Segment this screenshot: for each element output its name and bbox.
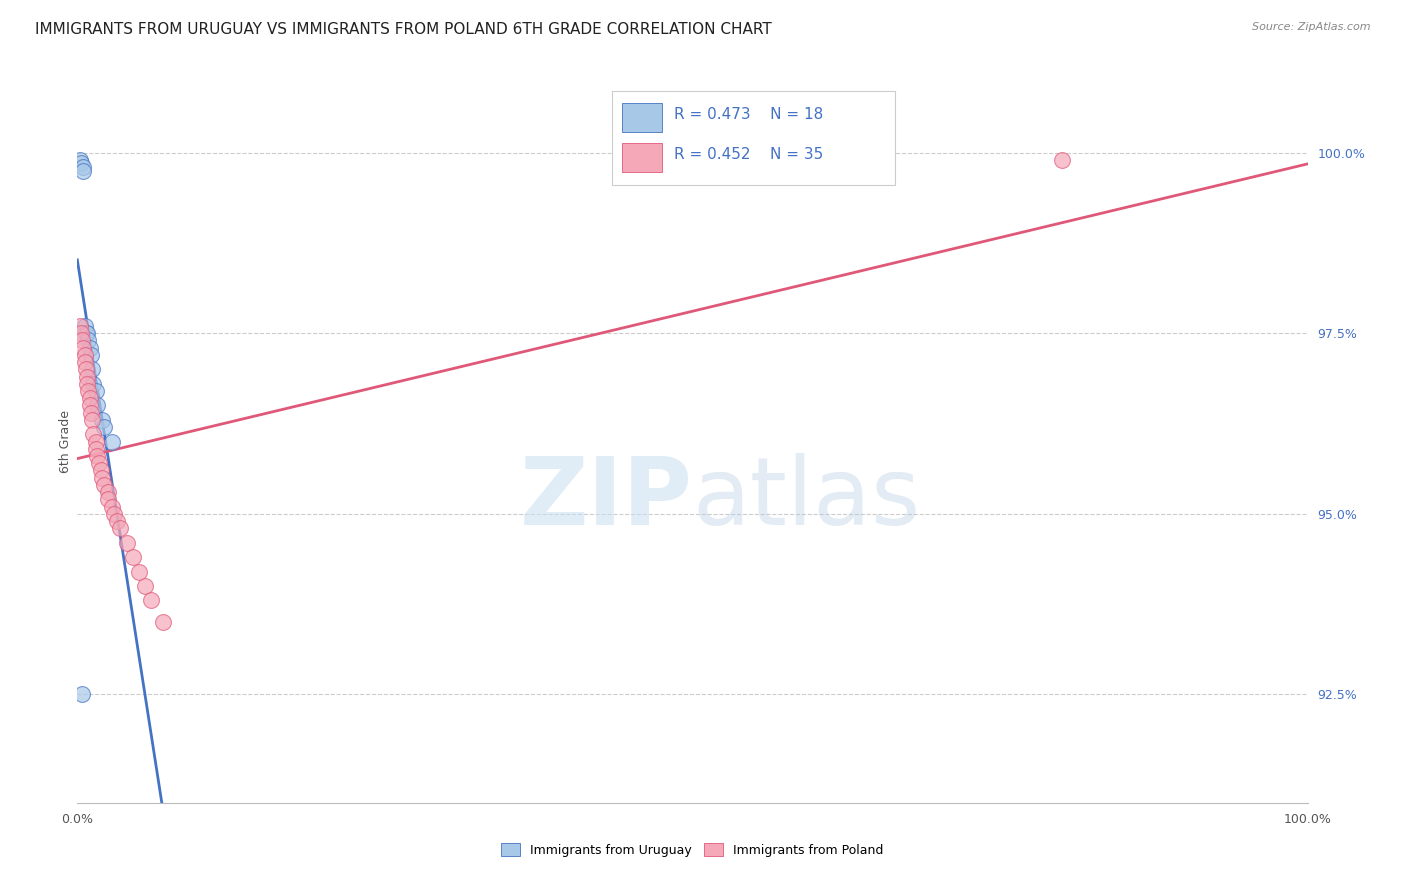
Point	[93, 478, 115, 492]
Point	[76, 326, 98, 341]
Point	[70, 156, 93, 170]
Text: R = 0.473    N = 18: R = 0.473 N = 18	[673, 107, 824, 122]
Text: R = 0.452    N = 35: R = 0.452 N = 35	[673, 147, 824, 162]
Text: ZIP: ZIP	[520, 453, 693, 545]
Point	[86, 398, 108, 412]
Legend: Immigrants from Uruguay, Immigrants from Poland: Immigrants from Uruguay, Immigrants from…	[496, 838, 889, 862]
Point	[70, 334, 93, 348]
Point	[89, 456, 111, 470]
Point	[76, 376, 98, 391]
Y-axis label: 6th Grade: 6th Grade	[59, 410, 72, 473]
Point	[90, 471, 114, 485]
Point	[69, 153, 91, 167]
Point	[75, 326, 97, 341]
Point	[70, 326, 93, 341]
Point	[72, 341, 94, 355]
Point	[80, 406, 103, 420]
Point	[73, 318, 96, 333]
Point	[84, 384, 107, 398]
Point	[77, 334, 100, 348]
FancyBboxPatch shape	[613, 91, 896, 185]
Point	[79, 398, 101, 412]
Text: Source: ZipAtlas.com: Source: ZipAtlas.com	[1253, 22, 1371, 32]
Point	[97, 485, 120, 500]
Point	[121, 550, 143, 565]
Point	[141, 593, 163, 607]
Point	[90, 463, 112, 477]
Point	[101, 500, 124, 514]
Point	[77, 384, 100, 398]
Point	[72, 163, 94, 178]
Text: IMMIGRANTS FROM URUGUAY VS IMMIGRANTS FROM POLAND 6TH GRADE CORRELATION CHART: IMMIGRANTS FROM URUGUAY VS IMMIGRANTS FR…	[35, 22, 772, 37]
Point	[82, 413, 104, 427]
Text: atlas: atlas	[693, 453, 921, 545]
Point	[105, 514, 128, 528]
Point	[79, 341, 101, 355]
Point	[115, 535, 138, 549]
Point	[128, 565, 150, 579]
Point	[69, 318, 91, 333]
Point	[97, 492, 120, 507]
Point	[93, 420, 115, 434]
Point	[110, 521, 132, 535]
Point	[152, 615, 174, 630]
Point	[86, 449, 108, 463]
Point	[80, 348, 103, 362]
Point	[75, 362, 97, 376]
Point	[134, 579, 156, 593]
Point	[84, 434, 107, 449]
Point	[90, 413, 114, 427]
Point	[70, 687, 93, 701]
Point	[73, 348, 96, 362]
Point	[103, 507, 125, 521]
Point	[84, 442, 107, 456]
Point	[101, 434, 124, 449]
FancyBboxPatch shape	[623, 143, 662, 172]
Point	[1050, 153, 1073, 167]
Point	[82, 362, 104, 376]
Point	[73, 355, 96, 369]
Point	[82, 427, 104, 442]
FancyBboxPatch shape	[623, 103, 662, 132]
Point	[76, 369, 98, 384]
Point	[72, 160, 94, 174]
Point	[82, 376, 104, 391]
Point	[79, 391, 101, 405]
